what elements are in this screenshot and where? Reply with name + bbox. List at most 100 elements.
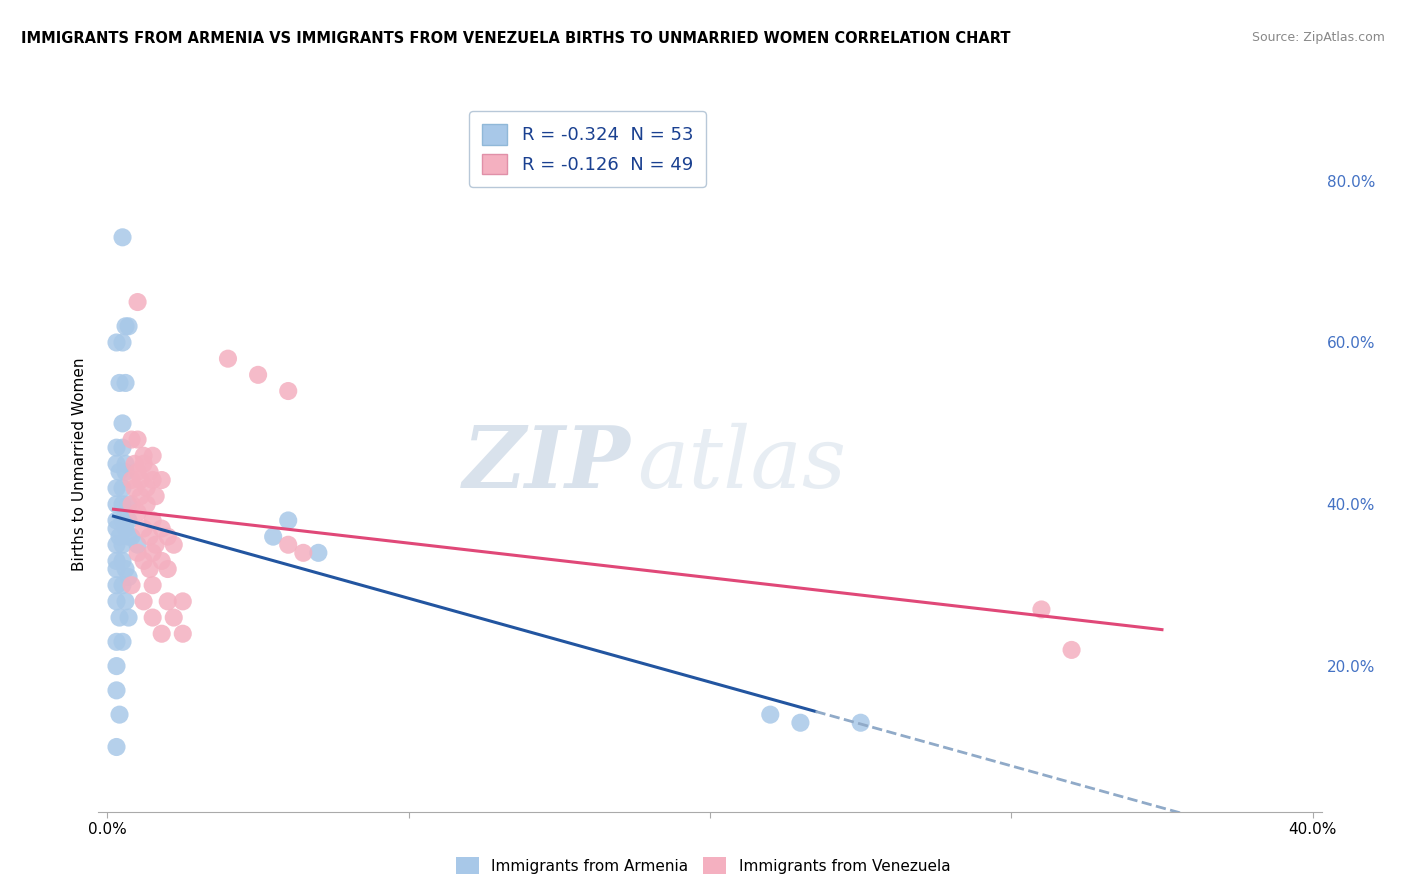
- Point: [132, 457, 155, 471]
- Point: [129, 473, 152, 487]
- Legend: R = -0.324  N = 53, R = -0.126  N = 49: R = -0.324 N = 53, R = -0.126 N = 49: [470, 112, 706, 187]
- Point: [132, 522, 155, 536]
- Point: [117, 530, 139, 544]
- Point: [114, 319, 136, 334]
- Point: [121, 578, 143, 592]
- Point: [142, 513, 165, 527]
- Point: [156, 530, 179, 544]
- Point: [105, 457, 128, 471]
- Point: [247, 368, 270, 382]
- Point: [117, 570, 139, 584]
- Point: [108, 530, 131, 544]
- Point: [111, 578, 134, 592]
- Point: [150, 473, 173, 487]
- Point: [108, 707, 131, 722]
- Point: [111, 481, 134, 495]
- Point: [132, 449, 155, 463]
- Point: [114, 562, 136, 576]
- Point: [114, 376, 136, 390]
- Point: [138, 562, 160, 576]
- Y-axis label: Births to Unmarried Women: Births to Unmarried Women: [72, 357, 87, 571]
- Point: [150, 522, 173, 536]
- Point: [105, 578, 128, 592]
- Point: [105, 522, 128, 536]
- Point: [105, 554, 128, 568]
- Point: [277, 538, 299, 552]
- Point: [172, 594, 194, 608]
- Point: [127, 538, 149, 552]
- Point: [105, 481, 128, 495]
- Point: [117, 610, 139, 624]
- Point: [105, 513, 128, 527]
- Point: [111, 635, 134, 649]
- Point: [108, 610, 131, 624]
- Point: [105, 497, 128, 511]
- Point: [105, 441, 128, 455]
- Point: [262, 530, 284, 544]
- Point: [163, 610, 186, 624]
- Point: [105, 538, 128, 552]
- Point: [114, 594, 136, 608]
- Point: [150, 626, 173, 640]
- Point: [135, 497, 157, 511]
- Point: [114, 457, 136, 471]
- Point: [789, 715, 811, 730]
- Point: [127, 433, 149, 447]
- Legend: Immigrants from Armenia, Immigrants from Venezuela: Immigrants from Armenia, Immigrants from…: [450, 851, 956, 880]
- Point: [138, 465, 160, 479]
- Point: [127, 505, 149, 519]
- Point: [292, 546, 315, 560]
- Point: [129, 489, 152, 503]
- Point: [142, 449, 165, 463]
- Point: [105, 683, 128, 698]
- Point: [307, 546, 329, 560]
- Point: [132, 594, 155, 608]
- Point: [117, 319, 139, 334]
- Point: [142, 610, 165, 624]
- Point: [849, 715, 872, 730]
- Point: [111, 335, 134, 350]
- Point: [150, 554, 173, 568]
- Point: [105, 739, 128, 754]
- Point: [111, 230, 134, 244]
- Point: [138, 530, 160, 544]
- Text: Source: ZipAtlas.com: Source: ZipAtlas.com: [1251, 31, 1385, 45]
- Point: [124, 481, 146, 495]
- Point: [217, 351, 239, 366]
- Point: [108, 465, 131, 479]
- Text: atlas: atlas: [637, 423, 846, 505]
- Point: [111, 538, 134, 552]
- Point: [111, 441, 134, 455]
- Point: [142, 578, 165, 592]
- Point: [132, 554, 155, 568]
- Point: [127, 546, 149, 560]
- Point: [121, 433, 143, 447]
- Point: [163, 538, 186, 552]
- Point: [111, 497, 134, 511]
- Point: [114, 465, 136, 479]
- Point: [121, 473, 143, 487]
- Point: [135, 481, 157, 495]
- Point: [121, 497, 143, 511]
- Text: ZIP: ZIP: [463, 422, 630, 506]
- Point: [105, 335, 128, 350]
- Point: [117, 513, 139, 527]
- Point: [105, 659, 128, 673]
- Point: [759, 707, 782, 722]
- Point: [142, 473, 165, 487]
- Point: [156, 562, 179, 576]
- Point: [1031, 602, 1053, 616]
- Point: [111, 513, 134, 527]
- Point: [105, 562, 128, 576]
- Point: [117, 497, 139, 511]
- Point: [105, 635, 128, 649]
- Point: [277, 513, 299, 527]
- Point: [114, 522, 136, 536]
- Point: [111, 417, 134, 431]
- Point: [156, 594, 179, 608]
- Point: [127, 295, 149, 310]
- Point: [111, 554, 134, 568]
- Point: [1060, 643, 1083, 657]
- Point: [142, 546, 165, 560]
- Point: [145, 489, 167, 503]
